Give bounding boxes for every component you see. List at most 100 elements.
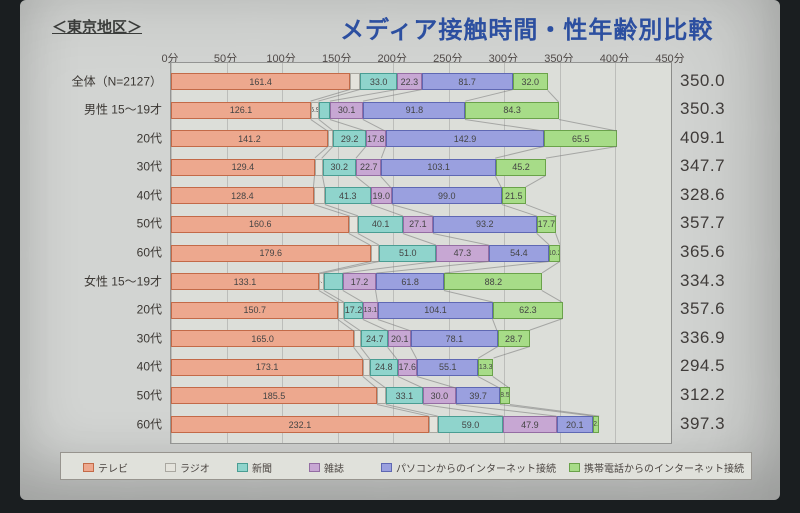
legend-item-mobnet: 携帯電話からのインターネット接続 (569, 460, 744, 475)
bar-segment-tv: 133.1 (171, 273, 319, 290)
news-swatch-icon (237, 463, 248, 472)
bar-segment-tv: 179.6 (171, 245, 371, 262)
row-total: 347.7 (680, 156, 725, 176)
connector-line (380, 147, 385, 159)
bar-segment-pcnet: 61.8 (376, 273, 445, 290)
bar-segment-mobnet: 65.5 (544, 130, 617, 147)
bar-segment-news: 30.2 (323, 159, 357, 176)
connector-line (525, 175, 546, 187)
bar-segment-mobnet: 28.7 (498, 330, 530, 347)
bar-segment-mobnet: 32.9 (593, 416, 599, 433)
bar-segment-news: 40.1 (358, 216, 403, 233)
bar-segment-mag: 30.0 (423, 387, 456, 404)
bar-segment-mobnet: 88.2 (444, 273, 542, 290)
bar-segment-news: 33.1 (386, 387, 423, 404)
connector-line (313, 176, 315, 188)
bar-segment-tv: 150.7 (171, 302, 338, 319)
legend-label: 雑誌 (324, 460, 344, 475)
bar-segment-radio (377, 387, 386, 404)
bar-segment-news: 59.0 (438, 416, 504, 433)
bar-segment-radio (354, 330, 361, 347)
bar-segment-mag: 22.7 (356, 159, 381, 176)
row-label: 20代 (20, 301, 162, 318)
connector-line (355, 176, 370, 188)
connector-line (381, 176, 392, 188)
bar-segment-news: 24.8 (370, 359, 398, 376)
bar-segment-mag: 47.9 (503, 416, 556, 433)
bar-segment-news (319, 102, 330, 119)
bar-segment-mag: 47.3 (436, 245, 489, 262)
connector-line (444, 261, 549, 274)
legend: テレビラジオ新聞雑誌パソコンからのインターネット接続携帯電話からのインターネット… (60, 452, 752, 480)
legend-item-mag: 雑誌 (309, 460, 344, 475)
row-total: 350.3 (680, 99, 725, 119)
bar-segment-news: 33.0 (360, 73, 397, 90)
legend-label: ラジオ (180, 460, 210, 475)
connector-line (410, 347, 417, 359)
connector-line (324, 290, 344, 302)
tv-swatch-icon (83, 463, 94, 472)
bar-segment-pcnet: 104.1 (378, 302, 494, 319)
bar-segment-pcnet: 93.2 (433, 216, 537, 233)
row-total: 328.6 (680, 185, 725, 205)
legend-item-pcnet: パソコンからのインターネット接続 (381, 460, 556, 475)
bar-segment-radio (350, 73, 360, 90)
bar-segment-mag: 19.0 (371, 187, 392, 204)
bar-segment-tv: 128.4 (171, 187, 314, 204)
connector-line (495, 176, 502, 188)
bar-segment-tv: 232.1 (171, 416, 429, 433)
mobnet-swatch-icon (569, 463, 580, 472)
bar-segment-mobnet: 13.3 (478, 359, 493, 376)
bar-segment-radio (363, 359, 370, 376)
legend-item-tv: テレビ (83, 460, 128, 475)
bar-segment-mag: 17.2 (343, 273, 376, 290)
row-total: 409.1 (680, 128, 725, 148)
row-total: 365.6 (680, 242, 725, 262)
bar-segment-mag: 30.1 (330, 102, 363, 119)
connector-line (478, 376, 500, 388)
bar-segment-mobnet: 84.3 (465, 102, 559, 119)
bar-segment-pcnet: 91.8 (363, 102, 465, 119)
bar-segment-mobnet: 45.2 (496, 159, 546, 176)
legend-item-radio: ラジオ (165, 460, 210, 475)
row-total: 312.2 (680, 385, 725, 405)
bar-segment-radio: 6.9 (311, 102, 319, 119)
legend-label: パソコンからのインターネット接続 (396, 460, 556, 475)
bar-segment-pcnet: 81.7 (422, 73, 513, 90)
row-label: 30代 (20, 158, 162, 175)
bar-segment-tv: 141.2 (171, 130, 328, 147)
row-label: 60代 (20, 244, 162, 261)
connector-line (343, 290, 363, 302)
bar-segment-mag: 13.1 (363, 302, 378, 319)
bar-segment-radio (349, 216, 358, 233)
row-label: 50代 (20, 386, 162, 403)
bar-segment-mobnet: 32.0 (513, 73, 549, 90)
row-total: 357.6 (680, 299, 725, 319)
bar-segment-news: 41.3 (325, 187, 371, 204)
bar-segment-pcnet: 99.0 (392, 187, 502, 204)
connector-line (375, 290, 378, 302)
row-label: 40代 (20, 358, 162, 375)
bar-segment-mobnet: 21.5 (502, 187, 526, 204)
bar-segment-mag: 17.8 (366, 130, 386, 147)
row-label: 60代 (20, 415, 162, 432)
bar-segment-news: 29.2 (333, 130, 365, 147)
row-label: 50代 (20, 215, 162, 232)
row-total: 350.0 (680, 71, 725, 91)
row-total: 357.7 (680, 213, 725, 233)
connector-line (369, 376, 386, 388)
connector-line (542, 261, 561, 273)
bar-segment-pcnet: 55.1 (417, 359, 478, 376)
legend-label: テレビ (98, 460, 128, 475)
row-label: 30代 (20, 329, 162, 346)
bar-segment-tv: 126.1 (171, 102, 311, 119)
region-label: ＜東京地区＞ (52, 16, 142, 37)
bar-segment-mobnet: 17.7 (537, 216, 557, 233)
row-total: 334.3 (680, 271, 725, 291)
bar-segment-news: 24.7 (361, 330, 388, 347)
legend-label: 携帯電話からのインターネット接続 (584, 460, 744, 475)
bar-segment-tv: 185.5 (171, 387, 377, 404)
bar-segment-tv: 160.6 (171, 216, 349, 233)
row-label: 男性 15～19才 (20, 101, 162, 118)
bar-segment-pcnet: 54.4 (489, 245, 549, 262)
